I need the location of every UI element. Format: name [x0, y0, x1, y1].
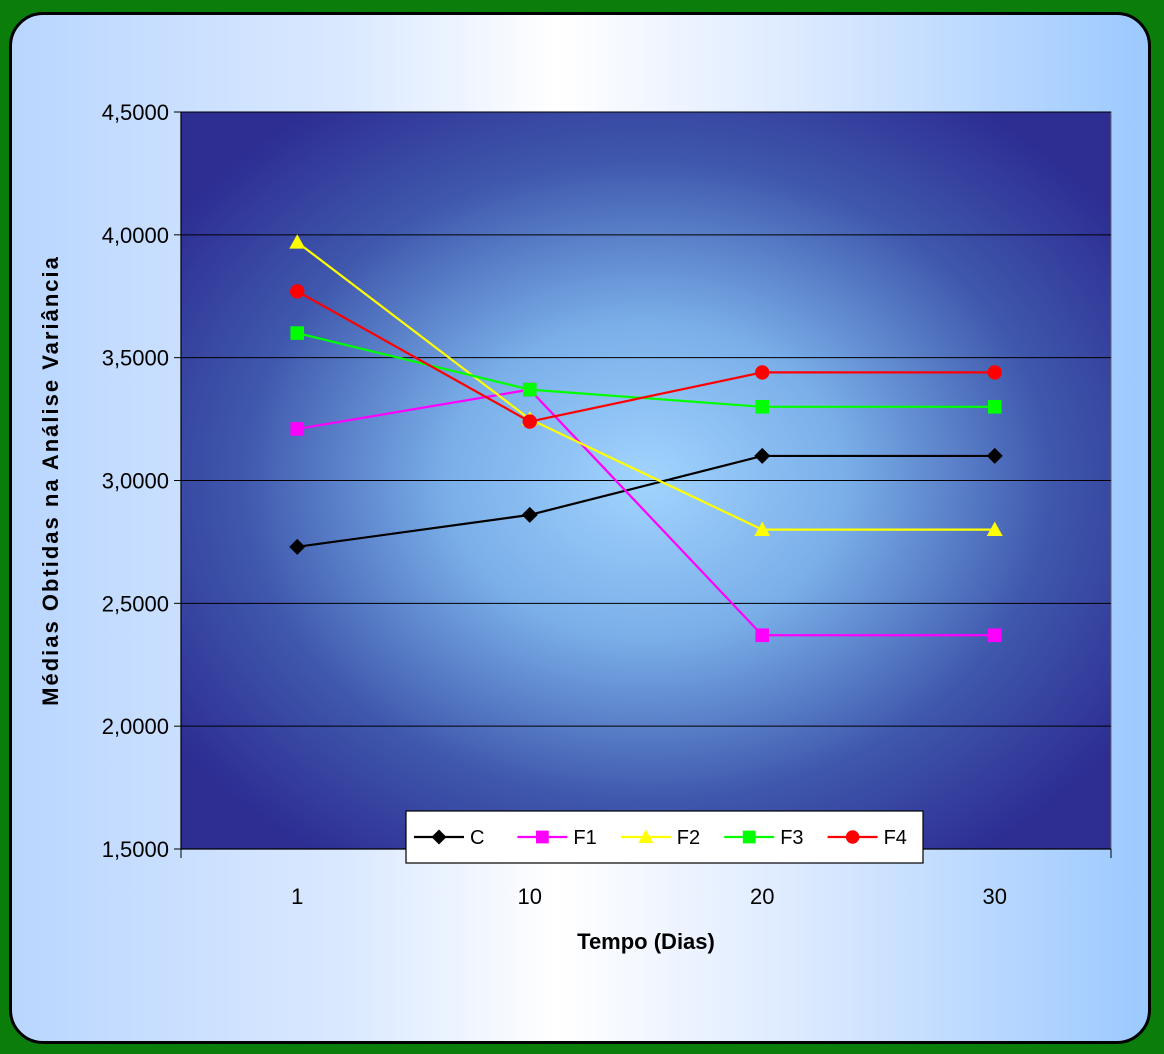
y-tick-label: 1,5000: [102, 837, 169, 862]
y-tick-label: 2,5000: [102, 591, 169, 616]
line-chart: 4,5000 4,0000 3,5000 3,0000 2,5000 2,0000 1,50…: [38, 100, 1112, 954]
legend-marker: [845, 830, 860, 844]
legend-item-f4: F4: [827, 827, 907, 849]
legend: C F1 F2 F3 F4: [405, 810, 924, 864]
series-line: [296, 241, 995, 531]
series-f4: [290, 284, 1002, 429]
data-point: [987, 365, 1002, 380]
data-point: [986, 521, 1003, 537]
y-tick-label: 4,0000: [102, 223, 169, 248]
data-point: [986, 447, 1003, 464]
legend-marker: [638, 829, 654, 843]
y-tick-label: 3,0000: [102, 469, 169, 494]
gridlines: [181, 111, 1111, 727]
data-point: [987, 400, 1002, 414]
data-point: [987, 628, 1002, 643]
series-line: [296, 332, 995, 408]
y-tick-label: 4,5000: [102, 100, 169, 125]
legend-label: F2: [677, 827, 700, 849]
series-line: [297, 388, 995, 637]
legend-label: F1: [573, 827, 596, 849]
y-axis-title: Médias Obtidas na Análise Variância: [38, 255, 63, 706]
legend-item-f2: F2: [620, 827, 700, 849]
x-tick-label: 1: [291, 884, 303, 909]
legend-marker: [431, 829, 447, 845]
data-point: [755, 400, 770, 414]
data-point: [290, 284, 305, 299]
series-line: [296, 290, 995, 423]
x-tick-labels: 1 10 20 30: [291, 884, 1007, 909]
legend-marker: [742, 830, 756, 844]
data-point: [522, 382, 537, 397]
data-point: [290, 422, 305, 436]
legend-item-c: C: [414, 827, 484, 849]
data-point: [289, 538, 306, 555]
legend-label: C: [470, 827, 484, 849]
legend-item-f1: F1: [517, 827, 597, 849]
data-point: [755, 628, 770, 643]
data-point: [754, 521, 771, 537]
series-layer: [289, 234, 1003, 643]
legend-item-f3: F3: [724, 827, 804, 849]
data-point: [522, 414, 537, 429]
data-point: [289, 234, 306, 249]
data-point: [755, 365, 770, 380]
series-c: [289, 447, 1003, 555]
y-tick-label: 2,0000: [102, 714, 169, 739]
data-point: [754, 447, 771, 464]
x-tick-label: 30: [983, 884, 1007, 909]
series-f3: [290, 326, 1002, 414]
x-tick-label: 20: [750, 884, 774, 909]
chart-panel: 4,5000 4,0000 3,5000 3,0000 2,5000 2,0000 1,50…: [9, 12, 1151, 1044]
y-tick-labels: 4,5000 4,0000 3,5000 3,0000 2,5000 2,0000 1,50…: [102, 100, 169, 862]
legend-label: F4: [884, 827, 907, 849]
data-point: [521, 506, 538, 523]
legend-marker: [536, 830, 549, 844]
x-tick-label: 10: [518, 884, 542, 909]
series-line: [297, 454, 995, 548]
x-axis-title: Tempo (Dias): [577, 929, 715, 954]
legend-label: F3: [780, 827, 803, 849]
y-tick-label: 3,5000: [102, 346, 169, 371]
data-point: [290, 326, 305, 340]
